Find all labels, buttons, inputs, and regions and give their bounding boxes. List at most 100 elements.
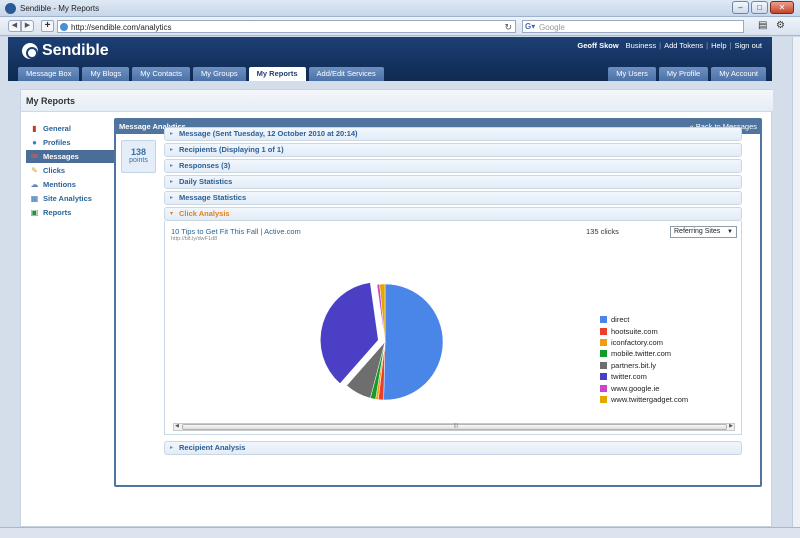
new-tab-button[interactable]: + [41, 20, 54, 32]
legend-swatch [600, 350, 607, 358]
points-label: points [129, 157, 148, 164]
link-sign-out[interactable]: Sign out [734, 41, 762, 50]
referring-sites-pie-chart [320, 282, 444, 401]
sidebar-item-label: Reports [43, 208, 72, 217]
reload-icon[interactable]: ↻ [504, 22, 512, 32]
pie-slice-www-twittergadget-com[interactable] [379, 283, 386, 343]
browser-logo-icon [5, 3, 16, 14]
search-input[interactable]: G▾ Google [522, 20, 744, 33]
panel-title: Message Analytics [119, 122, 186, 131]
section-message[interactable]: Message (Sent Tuesday, 12 October 2010 a… [164, 127, 742, 141]
click-icon: ✎ [31, 166, 38, 175]
points-badge: 138 points [121, 140, 156, 173]
site-header: Sendible Geoff Skow Business | Add Token… [8, 37, 772, 81]
sidebar-item-mentions[interactable]: ☁ Mentions [26, 178, 114, 191]
tab-my-users[interactable]: My Users [608, 67, 656, 81]
globe-icon [60, 23, 68, 31]
gear-icon[interactable]: ⚙ [776, 20, 785, 31]
tab-my-contacts[interactable]: My Contacts [132, 67, 190, 81]
section-recipient-analysis[interactable]: Recipient Analysis [164, 441, 742, 455]
section-click-analysis[interactable]: Click Analysis [164, 207, 742, 221]
legend-item-direct: direct [600, 314, 688, 325]
sidebar-item-profiles[interactable]: ● Profiles [26, 136, 114, 149]
referring-sites-dropdown[interactable]: Referring Sites ▼ [670, 226, 737, 238]
top-links: Geoff Skow Business | Add Tokens | Help … [577, 41, 762, 50]
scroll-left-icon[interactable]: ◀ [175, 423, 179, 429]
sidebar-item-general[interactable]: ▮ General [26, 122, 114, 135]
chevron-down-icon: ▼ [727, 229, 733, 235]
sidebar-item-label: Mentions [43, 180, 76, 189]
page-title: My Reports [26, 96, 76, 106]
sidebar-item-label: Clicks [43, 166, 66, 175]
points-value: 138 [130, 147, 147, 157]
sidebar-item-label: Profiles [43, 138, 71, 147]
section-message-statistics[interactable]: Message Statistics [164, 191, 742, 205]
section-recipients[interactable]: Recipients (Displaying 1 of 1) [164, 143, 742, 157]
pie-slice-partners-bit-ly[interactable] [346, 341, 386, 399]
message-icon: ✉ [31, 152, 38, 161]
link-help[interactable]: Help [711, 41, 727, 50]
link-url[interactable]: http://bit.ly/dwF1d8 [171, 236, 218, 242]
search-engine-icon[interactable]: G▾ [525, 22, 536, 31]
sidebar-item-reports[interactable]: ▣ Reports [26, 206, 114, 219]
sidebar-item-site-analytics[interactable]: ▦ Site Analytics [26, 192, 114, 205]
legend-item-www-twittergadget-com: www.twittergadget.com [600, 394, 688, 405]
pie-slice-direct[interactable] [383, 283, 444, 401]
link-separator: | [729, 41, 732, 50]
tab-my-blogs[interactable]: My Blogs [82, 67, 130, 81]
close-button[interactable]: ✕ [770, 1, 794, 14]
tab-my-groups[interactable]: My Groups [192, 67, 246, 81]
window-controls: – □ ✕ [732, 1, 794, 14]
tab-my-reports[interactable]: My Reports [248, 67, 306, 81]
section-responses[interactable]: Responses (3) [164, 159, 742, 173]
sidebar-item-label: General [43, 124, 71, 133]
url-text[interactable]: http://sendible.com/analytics [71, 23, 172, 32]
profile-icon: ● [32, 138, 37, 147]
site-logo[interactable]: Sendible [22, 42, 109, 60]
status-bar [0, 527, 800, 538]
sidebar-item-label: Site Analytics [43, 194, 92, 203]
tab-message-box[interactable]: Message Box [18, 67, 80, 81]
tab-my-profile[interactable]: My Profile [658, 67, 709, 81]
content-area: My Reports ▮ General ● Profiles ✉ Messag… [20, 89, 773, 527]
account-tabs: My Users My Profile My Account [608, 67, 766, 81]
bar-chart-icon: ▮ [32, 124, 37, 133]
user-name[interactable]: Geoff Skow [577, 41, 619, 50]
legend-label: mobile.twitter.com [611, 349, 672, 359]
url-bar[interactable]: http://sendible.com/analytics ↻ [57, 20, 516, 33]
scroll-right-icon[interactable]: ▶ [729, 423, 733, 429]
page-menu-icon[interactable]: ▤ [758, 20, 768, 31]
link-separator: | [706, 41, 709, 50]
legend-item-hootsuite-com: hootsuite.com [600, 325, 688, 336]
legend-item-iconfactory-com: iconfactory.com [600, 337, 688, 348]
link-separator: | [659, 41, 662, 50]
sidebar-item-clicks[interactable]: ✎ Clicks [26, 164, 114, 177]
tab-my-account[interactable]: My Account [711, 67, 766, 81]
link-add-tokens[interactable]: Add Tokens [664, 41, 704, 50]
tab-add-edit-services[interactable]: Add/Edit Services [308, 67, 384, 81]
scrollbar-grip-icon: ||| [454, 423, 458, 429]
minimize-button[interactable]: – [732, 1, 749, 14]
legend-item-partners-bit-ly: partners.bit.ly [600, 360, 688, 371]
pie-slice-twitter-com[interactable] [320, 282, 379, 384]
legend-swatch [600, 316, 607, 324]
sidebar-item-messages[interactable]: ✉ Messages [26, 150, 114, 163]
browser-navbar: ◀ ▶ + http://sendible.com/analytics ↻ G▾… [0, 17, 800, 36]
back-arrow-icon[interactable]: ◀ [8, 20, 21, 32]
legend-swatch [600, 338, 607, 346]
clicks-count: 135 clicks [586, 227, 619, 236]
legend-label: www.google.ie [611, 383, 660, 393]
forward-arrow-icon[interactable]: ▶ [21, 20, 34, 32]
scrollbar-thumb[interactable] [182, 424, 727, 430]
horizontal-scrollbar[interactable]: ◀ ||| ▶ [173, 423, 735, 431]
legend-label: hootsuite.com [611, 326, 658, 336]
legend-item-mobile-twitter-com: mobile.twitter.com [600, 348, 688, 359]
section-daily-statistics[interactable]: Daily Statistics [164, 175, 742, 189]
search-placeholder: Google [539, 23, 565, 32]
sendible-logo-icon [22, 43, 38, 59]
maximize-button[interactable]: □ [751, 1, 768, 14]
link-business[interactable]: Business [625, 41, 657, 50]
page-vertical-scrollbar[interactable] [792, 37, 800, 527]
mention-icon: ☁ [30, 180, 39, 189]
link-title[interactable]: 10 Tips to Get Fit This Fall | Active.co… [171, 227, 301, 236]
